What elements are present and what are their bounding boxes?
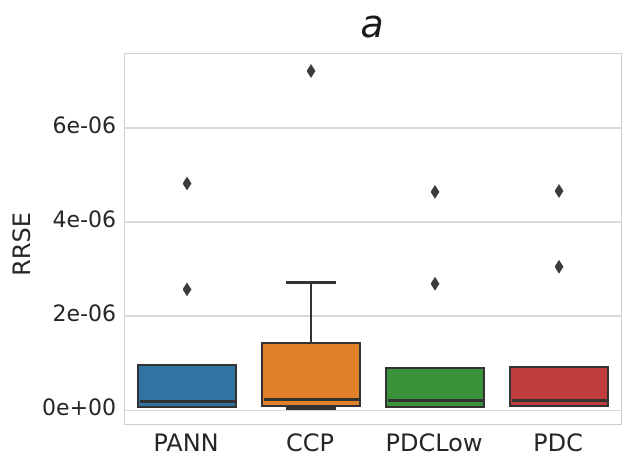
median-line (511, 399, 607, 403)
outlier-diamond-icon (430, 184, 440, 199)
y-tick-label: 6e-06 (52, 113, 116, 139)
outlier-diamond-icon (430, 276, 440, 291)
lower-whisker-cap (286, 407, 336, 411)
gridline (125, 409, 621, 412)
median-line (387, 399, 483, 403)
box-ccp (261, 342, 361, 407)
gridline (125, 127, 621, 129)
upper-whisker-cap (286, 280, 336, 284)
gridline (125, 315, 621, 317)
chart-title: a (360, 2, 384, 46)
x-tick-label-ccp: CCP (286, 429, 334, 457)
upper-whisker (310, 282, 312, 343)
median-line (139, 400, 235, 404)
outlier-diamond-icon (182, 176, 192, 191)
y-tick-label: 4e-06 (52, 208, 116, 234)
x-tick-label-pdc: PDC (533, 429, 583, 457)
median-line (263, 397, 359, 401)
outlier-diamond-icon (554, 183, 564, 198)
x-tick-label-pdclow: PDCLow (385, 429, 483, 457)
x-tick-label-pann: PANN (153, 429, 219, 457)
gridline (125, 221, 621, 223)
outlier-diamond-icon (182, 282, 192, 297)
y-tick-label: 2e-06 (52, 302, 116, 328)
plot-area (124, 53, 622, 425)
outlier-diamond-icon (306, 63, 316, 78)
outlier-diamond-icon (554, 259, 564, 274)
y-tick-label: 0e+00 (42, 396, 116, 422)
